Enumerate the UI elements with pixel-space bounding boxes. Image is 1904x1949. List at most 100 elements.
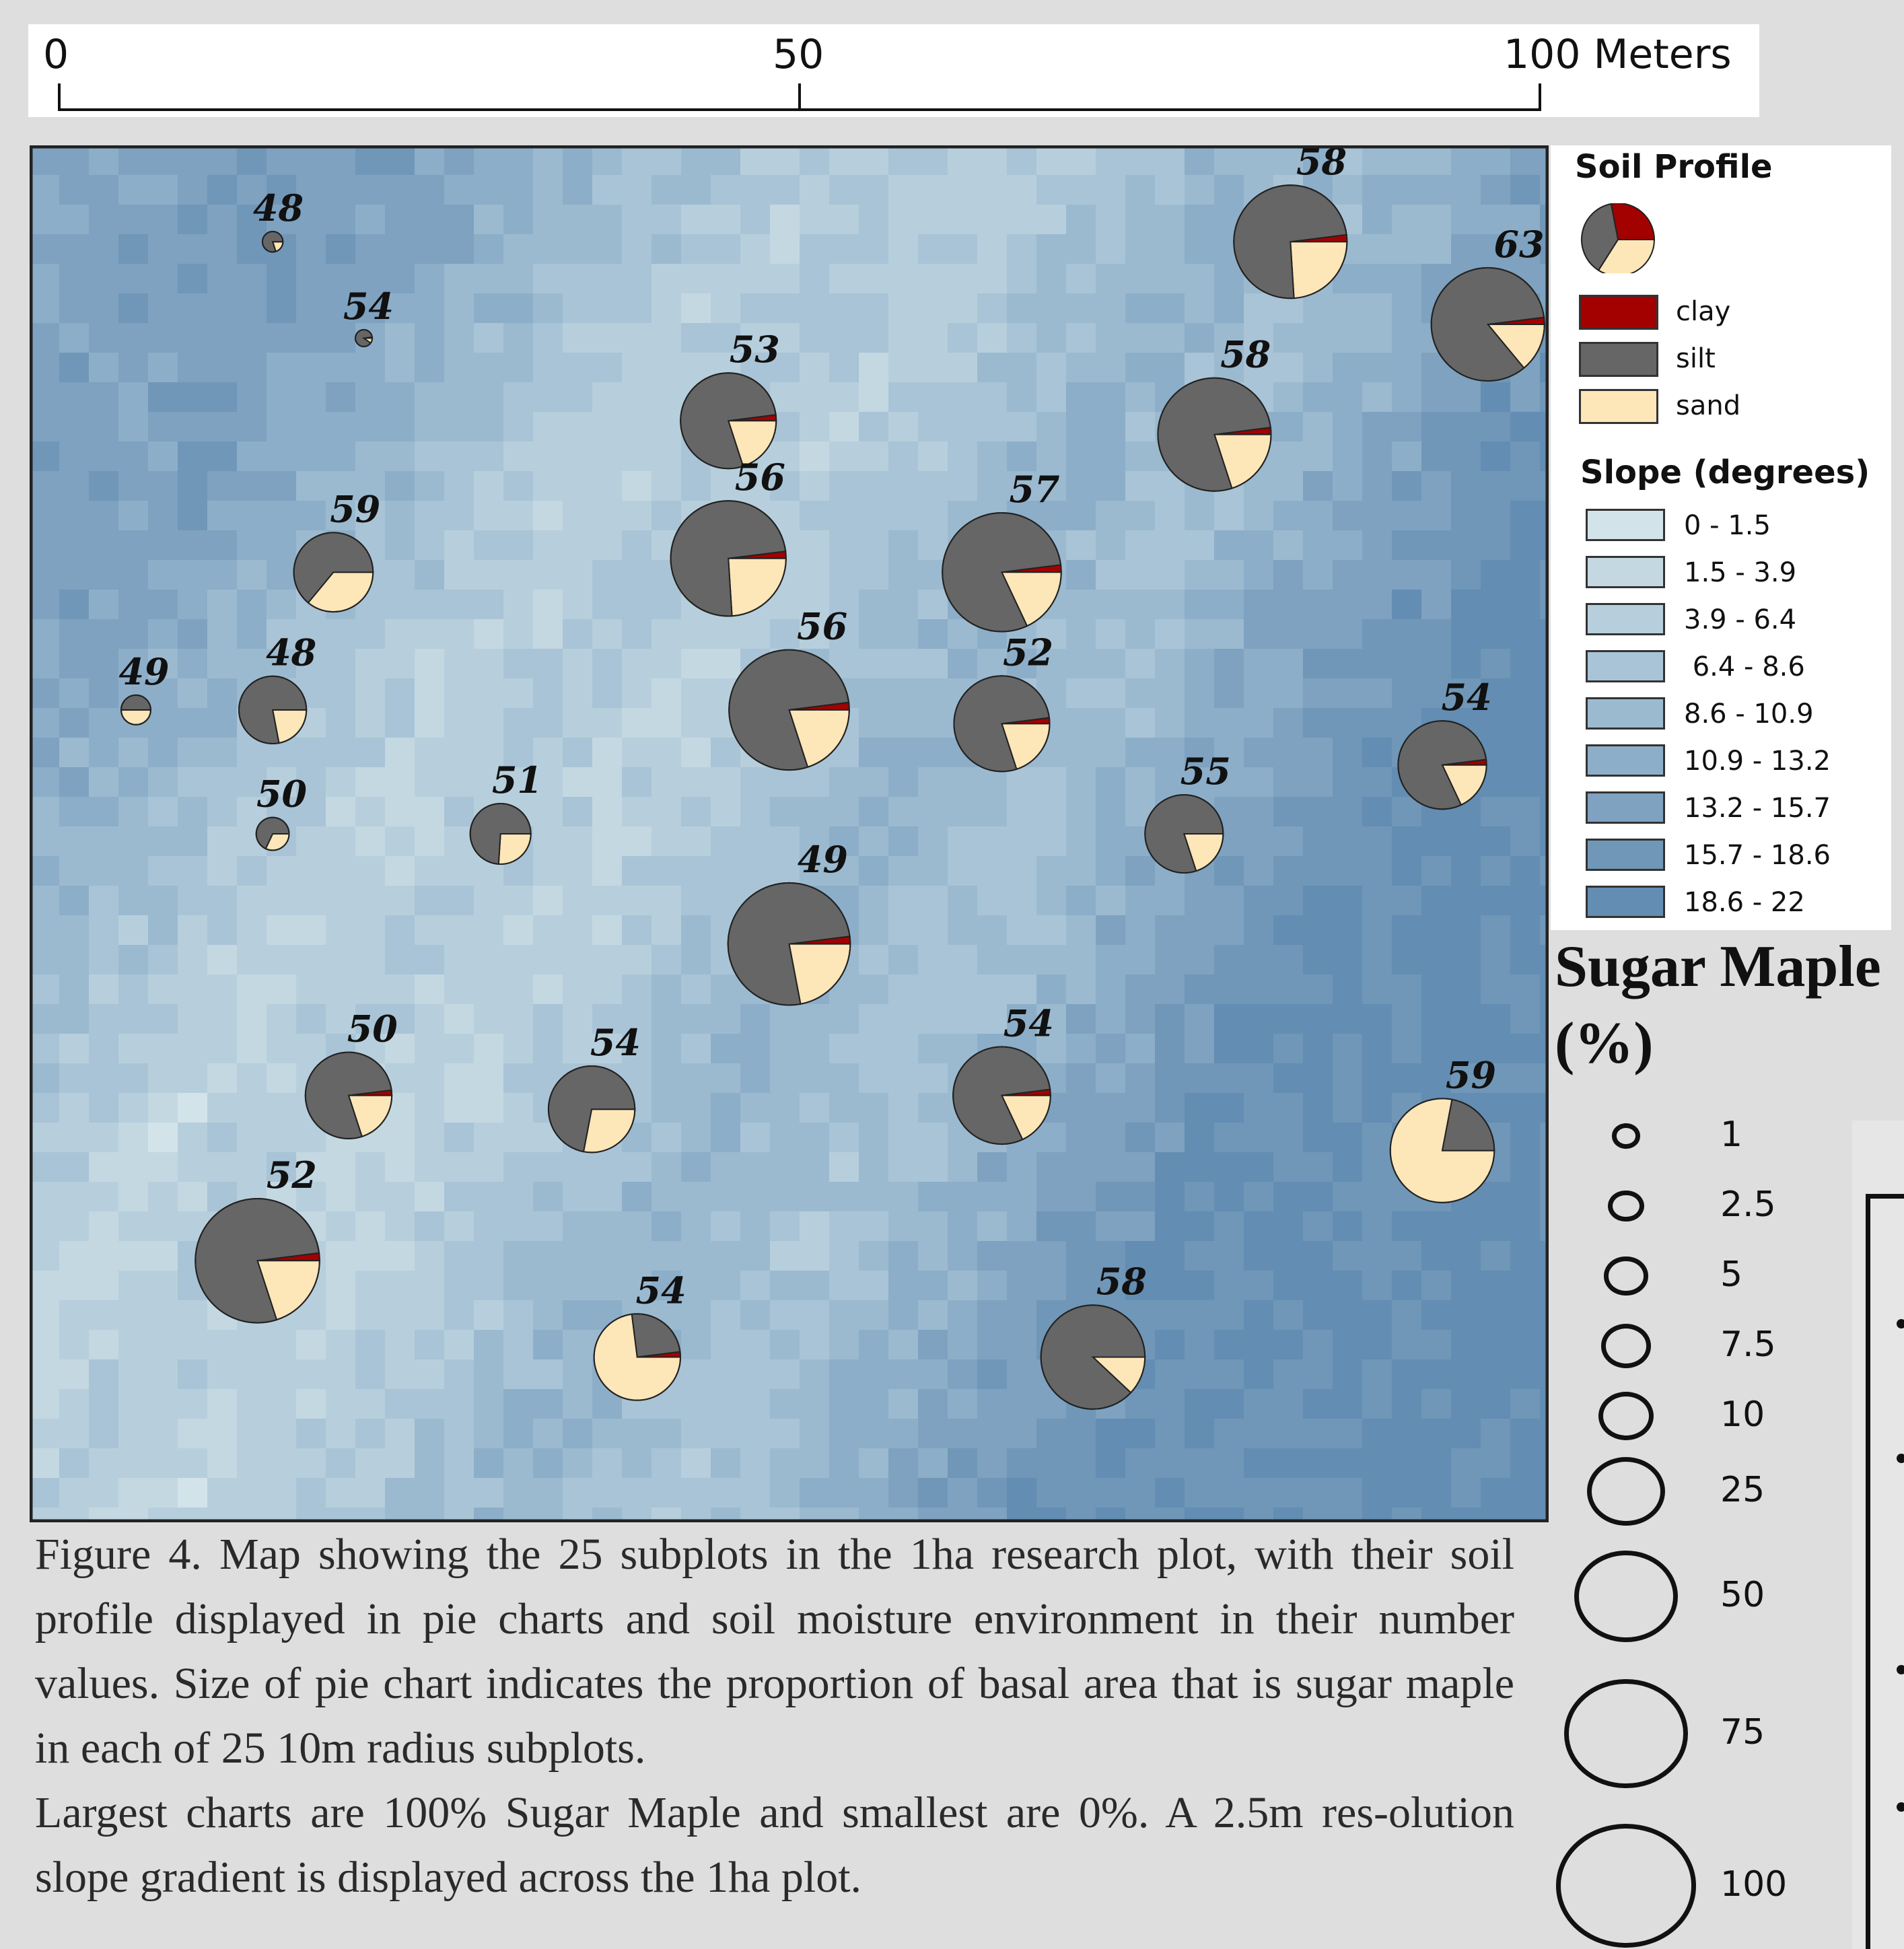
slope-cell bbox=[326, 471, 356, 501]
slope-cell bbox=[444, 382, 474, 413]
slope-cell bbox=[1096, 441, 1126, 472]
size-label: 7.5 bbox=[1720, 1324, 1776, 1365]
slope-cell bbox=[1392, 1241, 1422, 1271]
slope-cell bbox=[474, 1123, 504, 1153]
side-bullet bbox=[1897, 1665, 1904, 1674]
pie-outline bbox=[355, 328, 374, 347]
slope-cell bbox=[1481, 530, 1511, 561]
slope-cell bbox=[918, 915, 948, 946]
slope-cell bbox=[1185, 1123, 1215, 1153]
slope-cell bbox=[267, 471, 297, 501]
slope-cell bbox=[1066, 1004, 1096, 1034]
slope-cell bbox=[1096, 1211, 1126, 1242]
size-ring-icon bbox=[1598, 1391, 1654, 1441]
slope-cell bbox=[977, 975, 1008, 1005]
slope-cell bbox=[948, 441, 978, 472]
slope-cell bbox=[859, 530, 889, 561]
slope-cell bbox=[385, 353, 415, 383]
slope-cell bbox=[1481, 1389, 1511, 1419]
slope-cell bbox=[1481, 501, 1511, 531]
slope-cell bbox=[1421, 1478, 1452, 1508]
slope-cell bbox=[267, 649, 297, 679]
slope-cell bbox=[711, 1359, 741, 1390]
slope-cell bbox=[148, 886, 178, 916]
slope-cell bbox=[1392, 264, 1422, 294]
slope-cell bbox=[829, 1182, 859, 1212]
slope-cell bbox=[651, 145, 682, 176]
slope-cell bbox=[503, 1508, 534, 1522]
slope-cell bbox=[888, 1419, 919, 1449]
slope-cell bbox=[1333, 826, 1363, 857]
slope-cell bbox=[474, 975, 504, 1005]
slope-cell bbox=[859, 353, 889, 383]
slope-cell bbox=[444, 1211, 474, 1242]
slope-cell bbox=[888, 1389, 919, 1419]
slope-cell bbox=[770, 323, 800, 353]
slope-cell bbox=[948, 412, 978, 442]
slope-cell bbox=[89, 1300, 119, 1331]
slope-cell bbox=[533, 441, 563, 472]
slope-cell bbox=[888, 975, 919, 1005]
slope-cell bbox=[681, 767, 711, 798]
slope-cell bbox=[1096, 205, 1126, 235]
slope-cell bbox=[237, 471, 267, 501]
slope-cell bbox=[326, 1300, 356, 1331]
slope-cell bbox=[296, 1508, 326, 1522]
slope-cell bbox=[1066, 1211, 1096, 1242]
slope-cell bbox=[740, 619, 771, 649]
slope-cell bbox=[444, 501, 474, 531]
slope-cell bbox=[503, 560, 534, 590]
slope-cell bbox=[1333, 1063, 1363, 1094]
slope-cell bbox=[30, 1389, 60, 1419]
slope-cell bbox=[30, 560, 60, 590]
slope-cell bbox=[948, 1152, 978, 1182]
slope-cell bbox=[178, 1389, 208, 1419]
soil-swatch-sand bbox=[1579, 389, 1658, 424]
slope-cell bbox=[533, 856, 563, 886]
slope-cell bbox=[1481, 590, 1511, 620]
slope-cell bbox=[415, 1093, 445, 1123]
slope-cell bbox=[1066, 619, 1096, 649]
slope-cell bbox=[326, 649, 356, 679]
slope-cell bbox=[1155, 708, 1185, 738]
slope-cell bbox=[563, 205, 593, 235]
slope-cell bbox=[681, 1093, 711, 1123]
slope-cell bbox=[533, 975, 563, 1005]
slope-cell bbox=[30, 797, 60, 827]
slope-cell bbox=[178, 441, 208, 472]
slope-cell bbox=[918, 1300, 948, 1331]
slope-cell bbox=[1510, 560, 1541, 590]
slope-cell bbox=[385, 1300, 415, 1331]
slope-cell bbox=[592, 145, 623, 176]
slope-cell bbox=[1273, 1123, 1304, 1153]
slope-cell bbox=[1066, 412, 1096, 442]
slope-cell bbox=[444, 412, 474, 442]
slope-cell bbox=[59, 1093, 90, 1123]
slope-cell bbox=[918, 1419, 948, 1449]
slope-cell bbox=[1421, 1034, 1452, 1064]
side-bullet bbox=[1897, 1319, 1904, 1328]
slope-cell bbox=[533, 649, 563, 679]
slope-cell bbox=[1007, 293, 1037, 324]
slope-cell bbox=[977, 205, 1008, 235]
slope-cell bbox=[207, 767, 238, 798]
slope-cell bbox=[651, 590, 682, 620]
slope-cell bbox=[1362, 353, 1392, 383]
pie-outline bbox=[547, 1065, 636, 1154]
slope-cell bbox=[474, 560, 504, 590]
slope-cell bbox=[326, 234, 356, 264]
slope-cell bbox=[711, 1419, 741, 1449]
slope-cell bbox=[385, 323, 415, 353]
slope-cell bbox=[503, 975, 534, 1005]
slope-cell bbox=[296, 619, 326, 649]
slope-cell bbox=[563, 1182, 593, 1212]
slope-cell bbox=[148, 1419, 178, 1449]
slope-cell bbox=[1125, 1034, 1156, 1064]
slope-cell bbox=[296, 797, 326, 827]
slope-cell bbox=[1303, 382, 1333, 413]
slope-cell bbox=[681, 649, 711, 679]
slope-cell bbox=[888, 915, 919, 946]
slope-cell bbox=[622, 826, 652, 857]
slope-cell bbox=[118, 205, 149, 235]
slope-cell bbox=[1481, 1271, 1511, 1301]
